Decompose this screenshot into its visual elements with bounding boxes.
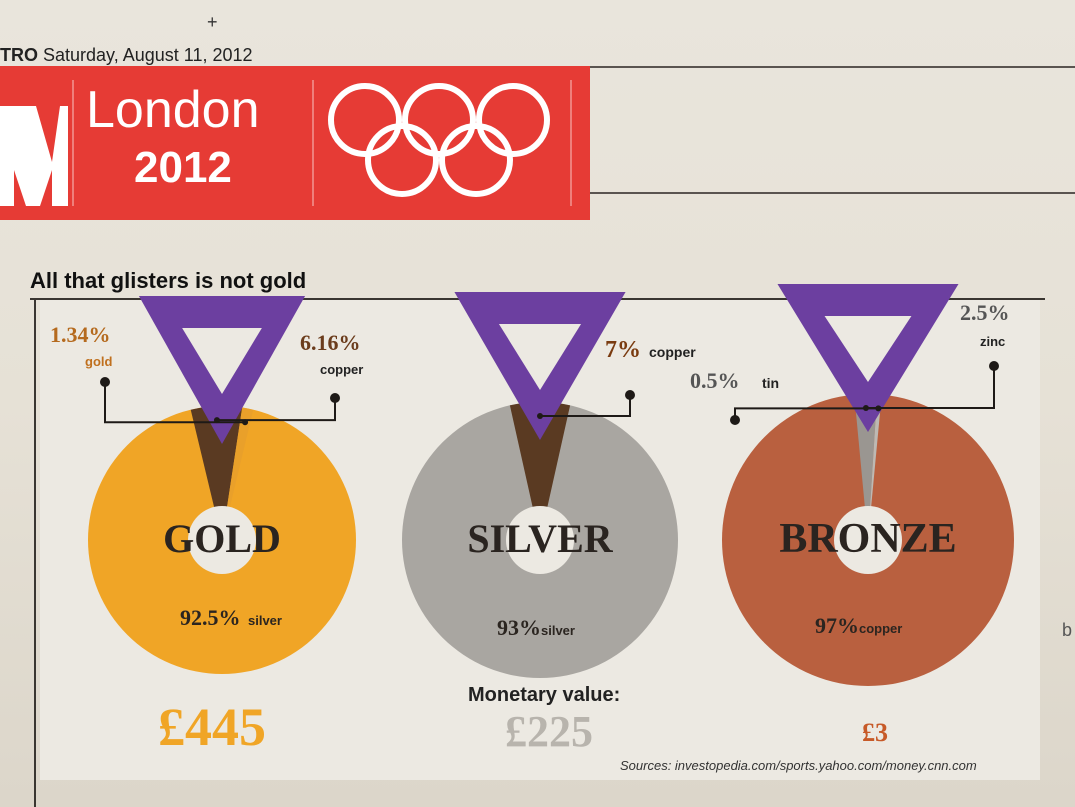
silver-value: £225 — [505, 707, 593, 756]
gold-label-copper: 6.16% — [300, 330, 361, 355]
gold-center-hole — [188, 506, 256, 574]
gold-label-gold: 1.34% — [50, 322, 111, 347]
monetary-value-label: Monetary value: — [468, 684, 621, 706]
gold-label-silver: 92.5% — [180, 605, 241, 630]
bronze-value: £3 — [862, 718, 888, 747]
olympic-banner: London 2012 — [0, 66, 590, 220]
banner-rule — [590, 192, 1075, 194]
silver-label-silver: 93% — [497, 615, 541, 640]
silver-label-copper: 7% — [605, 337, 641, 363]
gold-medal-name: GOLD — [163, 516, 281, 561]
leader-line — [104, 382, 246, 424]
leader-dot — [242, 419, 249, 426]
banner-city: London — [86, 81, 260, 139]
leader-dot — [100, 377, 110, 387]
olympic-rings-icon — [328, 83, 550, 197]
leader-line — [216, 398, 336, 422]
silver-medal-name: SILVER — [467, 516, 613, 561]
bronze-label-copper: 97% — [815, 613, 859, 638]
leader-dot — [989, 361, 999, 371]
banner-rule — [590, 66, 1075, 68]
banner-divider — [72, 80, 74, 206]
silver-unit-copper: copper — [649, 344, 696, 360]
next-column-fragment: b — [1062, 620, 1073, 640]
left-rule — [34, 300, 36, 807]
dateline-date: Saturday, August 11, 2012 — [43, 45, 253, 65]
dateline: TRO Saturday, August 11, 2012 — [0, 45, 253, 66]
bronze-unit-tin: tin — [762, 375, 779, 391]
gold-value: £445 — [158, 697, 266, 757]
leader-line — [540, 395, 631, 417]
banner-divider — [312, 80, 314, 206]
paper-name: TRO — [0, 45, 38, 65]
leader-dot — [330, 393, 340, 403]
silver-center-hole — [506, 506, 574, 574]
leader-dot — [537, 413, 543, 419]
ribbon-gap — [182, 328, 262, 394]
registration-mark: + — [207, 12, 218, 32]
gold-unit-gold: gold — [85, 354, 112, 369]
silver-unit-silver: silver — [541, 623, 575, 638]
bronze-slice-zinc — [854, 393, 878, 540]
leader-dot — [730, 415, 740, 425]
bronze-unit-zinc: zinc — [980, 334, 1005, 349]
gold-slice-copper — [190, 406, 243, 540]
silver-slice-copper — [509, 402, 571, 540]
gold-unit-copper: copper — [320, 362, 363, 377]
metro-logo-icon — [0, 106, 68, 206]
gold-unit-silver: silver — [248, 613, 282, 628]
leader-line — [865, 366, 995, 410]
bronze-medal-name: BRONZE — [779, 516, 956, 562]
chart-title: All that glisters is not gold — [30, 268, 307, 293]
sources-note: Sources: investopedia.com/sports.yahoo.c… — [620, 758, 977, 773]
banner-divider — [570, 80, 572, 206]
bronze-label-tin: 0.5% — [690, 368, 740, 393]
bronze-unit-copper: copper — [859, 621, 902, 636]
leader-dot — [625, 390, 635, 400]
gold-slice-gold — [222, 407, 254, 540]
ribbon-gap — [824, 316, 912, 382]
bronze-label-zinc: 2.5% — [960, 300, 1010, 325]
banner-year: 2012 — [134, 143, 232, 192]
ribbon-gap — [498, 324, 582, 390]
bronze-slice-tin — [868, 394, 882, 540]
leader-dot — [875, 405, 882, 412]
bronze-center-hole — [834, 506, 902, 574]
